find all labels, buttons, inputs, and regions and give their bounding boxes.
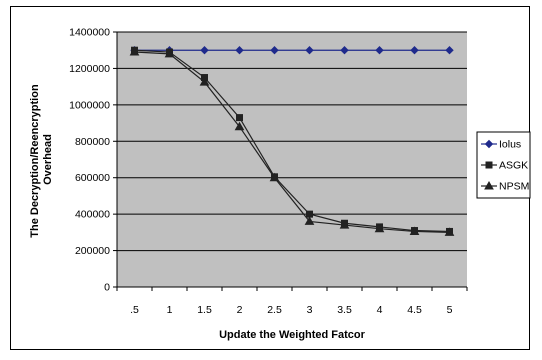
legend: Iolus ASGK NPSM xyxy=(476,131,531,199)
series-layer xyxy=(129,46,455,236)
data-point-triangle xyxy=(269,172,280,182)
x-tick-label: .5 xyxy=(130,304,139,316)
x-tick-label: 3 xyxy=(307,304,313,316)
x-ticks: .5 1 1.5 2 2.5 3 3.5 4 4.5 5 xyxy=(116,287,468,316)
x-tick-label: 3.5 xyxy=(337,304,352,316)
legend-label: NPSM xyxy=(499,181,529,193)
x-tick-label: 4.5 xyxy=(407,304,422,316)
x-tick-label: 2.5 xyxy=(267,304,282,316)
y-tick-label: 600000 xyxy=(75,172,110,184)
legend-label: Iolus xyxy=(499,139,521,151)
data-point-diamond xyxy=(340,46,349,55)
data-point-triangle xyxy=(374,223,385,233)
x-tick-label: 1.5 xyxy=(197,304,212,316)
data-point-triangle xyxy=(164,48,175,58)
y-ticks: 0 200000 400000 600000 800000 1000000 1200000 1… xyxy=(69,27,117,294)
x-tick-label: 2 xyxy=(237,304,243,316)
y-tick-label: 1400000 xyxy=(69,27,110,39)
data-point-triangle xyxy=(339,220,350,229)
y-tick-label: 0 xyxy=(104,282,110,294)
data-point-diamond xyxy=(305,46,314,55)
data-point-triangle xyxy=(304,216,315,225)
legend-item-asgk: ASGK xyxy=(481,160,528,172)
data-point-diamond xyxy=(410,46,419,55)
data-point-diamond xyxy=(445,46,454,55)
data-point-diamond xyxy=(270,46,279,55)
data-point-triangle xyxy=(444,227,455,236)
y-axis-title: The Decryption/Reencryption Overhead xyxy=(29,81,54,237)
y-tick-label: 1000000 xyxy=(69,99,110,111)
data-point-triangle xyxy=(409,226,420,235)
data-point-square xyxy=(236,114,243,122)
y-axis-title-line-1: The Decryption/Reencryption xyxy=(29,84,41,238)
legend-label: ASGK xyxy=(499,160,528,172)
gridlines xyxy=(117,31,467,252)
plot-area xyxy=(117,32,467,287)
x-tick-label: 4 xyxy=(377,304,383,316)
legend-item-iolus: Iolus xyxy=(481,139,521,151)
y-axis-title-line-2: Overhead xyxy=(42,134,54,185)
data-point-triangle xyxy=(484,180,494,190)
data-point-square xyxy=(485,161,493,169)
series-line xyxy=(134,49,450,233)
data-point-diamond xyxy=(200,46,209,55)
x-tick-label: 1 xyxy=(167,304,173,316)
y-tick-label: 800000 xyxy=(75,136,110,148)
y-tick-label: 400000 xyxy=(75,209,110,221)
y-tick-label: 200000 xyxy=(75,245,110,257)
data-point-triangle xyxy=(129,47,140,56)
x-axis-title: Update the Weighted Fatcor xyxy=(219,329,366,341)
x-tick-label: 5 xyxy=(447,304,453,316)
data-point-diamond xyxy=(484,139,494,149)
data-point-diamond xyxy=(235,46,244,55)
data-point-diamond xyxy=(375,46,384,55)
legend-item-npsm: NPSM xyxy=(481,181,529,193)
data-point-square xyxy=(306,210,313,218)
series-npsm xyxy=(129,47,455,236)
y-tick-label: 1200000 xyxy=(69,63,110,75)
data-point-triangle xyxy=(234,121,245,131)
data-point-triangle xyxy=(199,77,210,86)
series-line xyxy=(134,51,450,233)
